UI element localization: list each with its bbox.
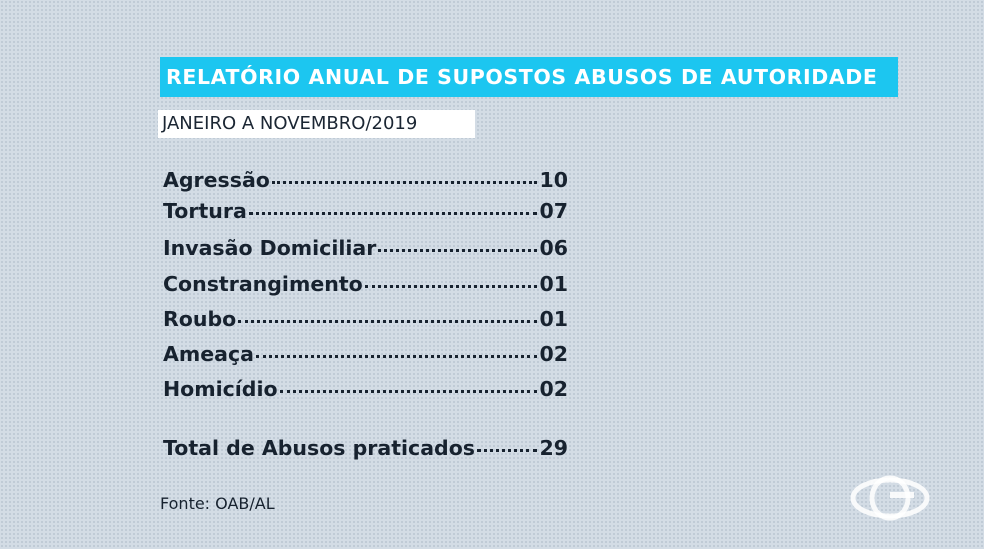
leader [271,181,538,184]
leader [248,212,538,215]
total-row: Total de Abusos praticados 29 [163,436,568,466]
subtitle-box: JANEIRO A NOVEMBRO/2019 [158,110,475,138]
channel-logo [850,475,930,521]
leader [477,449,538,452]
item-label: Invasão Domiciliar [163,236,377,260]
item-row: Roubo 01 [163,307,568,337]
source: Fonte: OAB/AL [160,494,275,513]
item-label: Ameaça [163,342,254,366]
item-value: 06 [539,236,568,260]
item-value: 07 [539,199,568,223]
item-label: Roubo [163,307,237,331]
item-value: 01 [539,307,568,331]
item-value: 10 [539,168,568,192]
item-row: Tortura 07 [163,199,568,229]
item-label: Tortura [163,199,247,223]
leader [238,320,538,323]
total-value: 29 [539,436,568,460]
item-label: Agressão [163,168,270,192]
leader [255,355,538,358]
item-label: Homicídio [163,377,278,401]
item-row: Constrangimento 01 [163,272,568,302]
item-value: 02 [539,377,568,401]
subtitle: JANEIRO A NOVEMBRO/2019 [162,113,418,134]
leader [279,390,538,393]
item-row: Invasão Domiciliar 06 [163,236,568,266]
item-row: Ameaça 02 [163,342,568,372]
item-value: 02 [539,342,568,366]
title: RELATÓRIO ANUAL DE SUPOSTOS ABUSOS DE AU… [166,65,878,89]
title-bar: RELATÓRIO ANUAL DE SUPOSTOS ABUSOS DE AU… [160,57,898,97]
item-value: 01 [539,272,568,296]
total-label: Total de Abusos praticados [163,436,476,460]
item-label: Constrangimento [163,272,363,296]
item-row: Homicídio 02 [163,377,568,407]
leader [364,285,538,288]
leader [378,249,538,252]
item-row: Agressão 10 [163,168,568,198]
